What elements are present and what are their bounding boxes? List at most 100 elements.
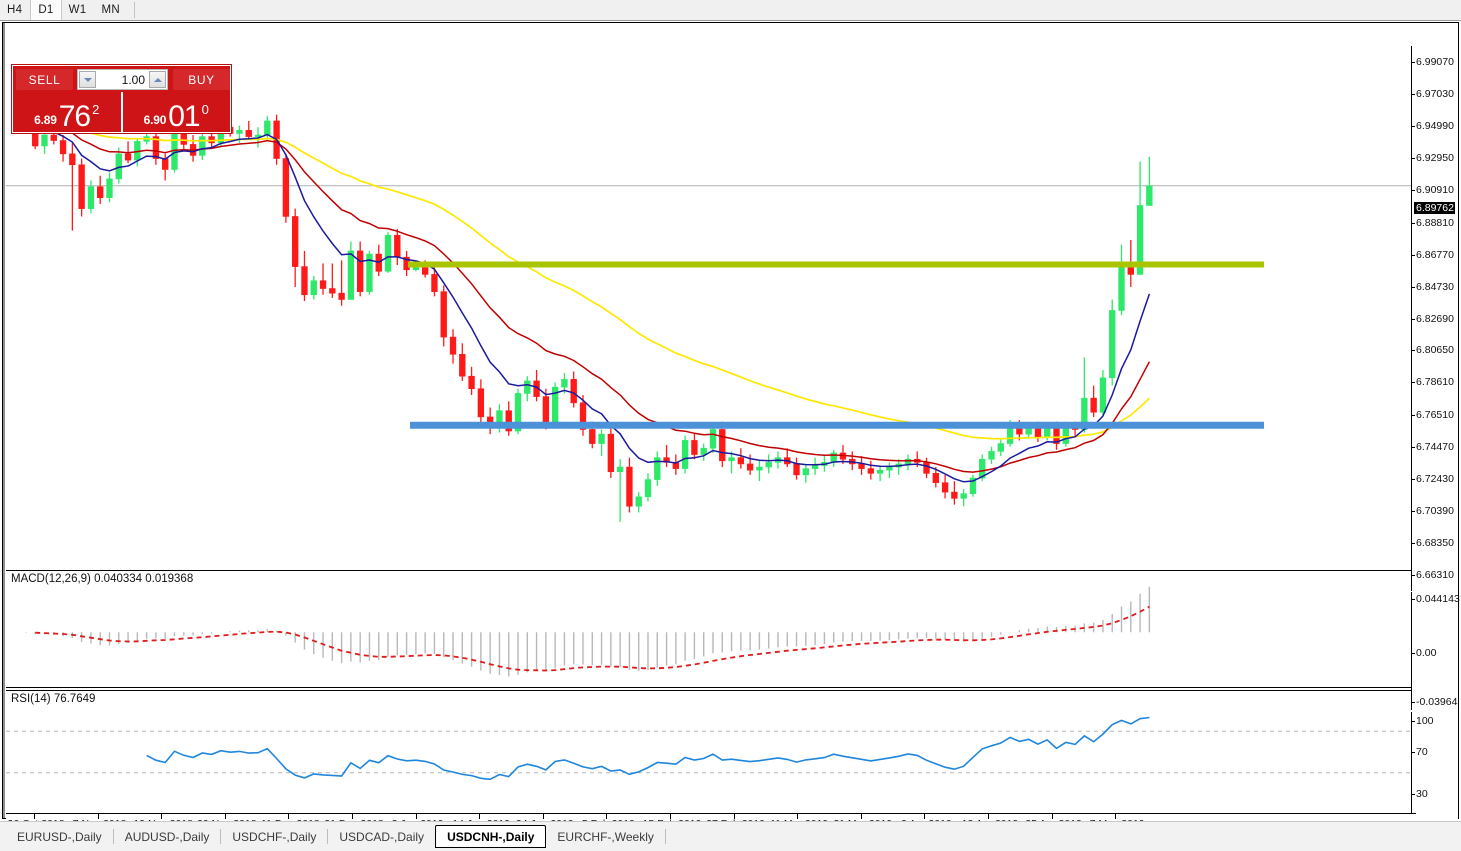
chart-tab-usdcnh[interactable]: USDCNH-,Daily xyxy=(435,825,547,848)
candle-body xyxy=(1006,426,1014,444)
candle-body xyxy=(69,153,76,166)
price-axis-tick: 6.76510 xyxy=(1412,409,1454,422)
timeframe-mn[interactable]: MN xyxy=(94,0,128,20)
chart-tab-eurusd[interactable]: EURUSD-,Daily xyxy=(6,826,113,847)
buy-price-big: 6.90 xyxy=(143,113,167,127)
candle-body xyxy=(459,353,466,377)
candle-body xyxy=(78,164,85,209)
candle-body xyxy=(681,440,689,469)
timeframe-toolbar: H4 D1 W1 MN xyxy=(0,0,1461,21)
candle-body xyxy=(208,136,215,144)
candle-body xyxy=(1146,185,1153,206)
rsi-line xyxy=(146,716,1150,781)
candle-body xyxy=(431,274,438,292)
candle-body xyxy=(319,280,327,289)
time-axis-tick xyxy=(288,814,290,819)
candle-body xyxy=(59,140,67,155)
sell-button[interactable]: SELL xyxy=(16,69,73,90)
candle-body xyxy=(719,429,726,462)
rsi-axis-tick: 70 xyxy=(1412,746,1428,759)
candle-body xyxy=(691,440,698,455)
candle-body xyxy=(644,479,652,498)
macd-label: MACD(12,26,9) 0.040334 0.019368 xyxy=(11,573,194,585)
chart-tab-audusd[interactable]: AUDUSD-,Daily xyxy=(114,826,221,847)
volume-increment-button[interactable] xyxy=(149,71,166,88)
macd-axis-tick: 0.044143 xyxy=(1412,593,1460,605)
candle-body xyxy=(106,178,113,198)
candle-body xyxy=(329,288,336,294)
candle-body xyxy=(468,375,475,390)
price-axis-tick: 6.70390 xyxy=(1412,505,1454,518)
macd-axis-tick: 0.00 xyxy=(1411,647,1437,660)
candle-body xyxy=(570,379,577,404)
ma-mid-line xyxy=(53,126,1151,473)
volume-value[interactable]: 1.00 xyxy=(121,72,145,87)
buy-price[interactable]: 6.90 01 0 xyxy=(120,92,231,133)
candle-body xyxy=(1090,397,1097,413)
candle-body xyxy=(477,388,485,418)
buy-button[interactable]: BUY xyxy=(173,69,230,90)
candle-body xyxy=(728,457,735,462)
time-axis-tick xyxy=(797,814,799,819)
rsi-chart-svg xyxy=(6,716,1416,781)
chart-tab-usdcad[interactable]: USDCAD-,Daily xyxy=(328,826,435,847)
candle-body xyxy=(449,336,457,355)
chart-tab-bar[interactable]: EURUSD-,Daily AUDUSD-,Daily USDCHF-,Daily U… xyxy=(0,821,1461,851)
price-axis-tick: 6.66310 xyxy=(1412,569,1454,582)
chart-tab-usdchf[interactable]: USDCHF-,Daily xyxy=(221,826,327,847)
candle-body xyxy=(347,250,355,300)
candle-body xyxy=(41,134,48,147)
price-pane[interactable] xyxy=(6,24,1416,569)
candle-body xyxy=(366,253,373,292)
price-axis-tick: 6.74470 xyxy=(1412,441,1454,454)
candle-body xyxy=(301,266,308,296)
sell-price[interactable]: 6.89 76 2 xyxy=(13,92,121,133)
candle-body xyxy=(1034,427,1042,438)
candle-body xyxy=(514,393,522,432)
candle-body xyxy=(97,186,104,198)
candle-body xyxy=(421,266,429,275)
chart-tab-label: EURUSD-,Daily xyxy=(17,829,102,844)
current-price-tag: 6.89762 xyxy=(1414,201,1455,214)
candle-body xyxy=(124,153,132,161)
trade-panel-controls: SELL 1.00 BUY xyxy=(13,66,230,91)
price-axis-tick: 6.82690 xyxy=(1412,312,1454,325)
candle-body xyxy=(1109,310,1116,379)
candle-body xyxy=(162,158,169,170)
time-axis-tick xyxy=(924,814,926,819)
one-click-trading-panel[interactable]: SELL 1.00 BUY 6.89 76 2 6.90 xyxy=(12,65,231,133)
time-axis-tick xyxy=(161,814,163,819)
timeframe-d1[interactable]: D1 xyxy=(30,0,62,20)
timeframe-w1[interactable]: W1 xyxy=(62,0,95,20)
candle-body xyxy=(616,466,624,473)
ma-slow-line xyxy=(90,132,1150,440)
candle-body xyxy=(932,473,939,484)
sell-price-mid: 76 xyxy=(58,100,91,133)
candle-body xyxy=(1136,205,1144,275)
tab-divider xyxy=(664,829,666,844)
chart-tab-label: USDCAD-,Daily xyxy=(339,829,425,844)
timeframe-h4[interactable]: H4 xyxy=(0,0,30,20)
candle-body xyxy=(886,466,893,471)
chart-window[interactable]: USDCNH-,Daily 6.91605 6.91611 6.89184 6.… xyxy=(2,22,1460,836)
rsi-pane[interactable]: RSI(14) 76.7649 xyxy=(6,690,1416,813)
chart-tab-eurchf[interactable]: EURCHF-,Weekly xyxy=(546,826,664,847)
candle-body xyxy=(988,451,995,460)
price-axis-tick: 6.88810 xyxy=(1412,216,1454,229)
rsi-axis-tick: 100 xyxy=(1412,715,1434,727)
macd-signal-line xyxy=(35,605,1150,672)
buy-price-fraction: 0 xyxy=(201,102,209,117)
rsi-axis[interactable]: 10070300 xyxy=(1411,712,1458,835)
candle-body xyxy=(607,433,615,473)
volume-decrement-button[interactable] xyxy=(79,71,96,88)
price-axis[interactable]: 6.99070 6.97030 6.94990 6.92950 6.90910 6.888… xyxy=(1411,46,1458,591)
timeframe-h4-label: H4 xyxy=(7,4,23,16)
macd-chart-svg xyxy=(25,586,1151,677)
candle-body xyxy=(356,250,364,292)
ma-fast-line xyxy=(35,127,1151,483)
volume-stepper[interactable]: 1.00 xyxy=(77,69,168,90)
macd-pane[interactable]: MACD(12,26,9) 0.040334 0.019368 xyxy=(6,570,1416,688)
candle-body xyxy=(802,468,810,476)
macd-axis[interactable]: 0.044143 0.00 -0.03964 xyxy=(1411,592,1460,710)
candle-body xyxy=(561,379,568,388)
